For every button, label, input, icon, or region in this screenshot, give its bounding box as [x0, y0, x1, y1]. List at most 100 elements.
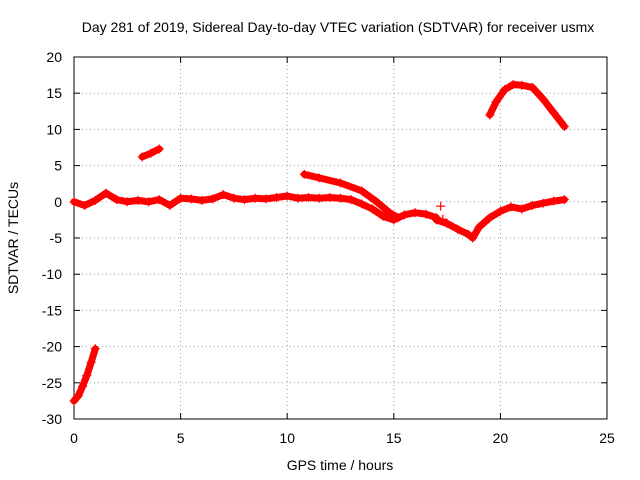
- data-point: [367, 204, 377, 214]
- y-tick-label: -30: [42, 411, 62, 427]
- y-axis-label: SDTVAR / TECUs: [5, 182, 21, 294]
- data-point: [500, 85, 510, 95]
- y-tick-label: -15: [42, 302, 62, 318]
- data-point: [90, 195, 100, 205]
- data-point: [197, 195, 207, 205]
- data-point: [385, 208, 395, 218]
- data-point: [378, 211, 388, 221]
- y-axis: -30 -25 -20 -15 -10 -5 0 5 10 15 20: [42, 49, 607, 427]
- y-tick-label: -10: [42, 266, 62, 282]
- data-point: [325, 192, 335, 202]
- x-axis-label: GPS time / hours: [287, 457, 394, 473]
- data-point: [133, 195, 143, 205]
- chart-title: Day 281 of 2019, Sidereal Day-to-day VTE…: [82, 19, 595, 35]
- data-point: [165, 200, 175, 210]
- data-point: [559, 122, 569, 132]
- data-point: [272, 192, 282, 202]
- data-point: [176, 193, 186, 203]
- plot-frame: [73, 56, 608, 420]
- data-point: [90, 344, 100, 354]
- data-point: [549, 108, 559, 118]
- data-point: [293, 193, 303, 203]
- data-point: [218, 190, 228, 200]
- data-point: [73, 391, 83, 401]
- data-point: [261, 194, 271, 204]
- y-tick-label: 15: [46, 85, 62, 101]
- data-point: [69, 396, 79, 406]
- y-tick-label: 5: [54, 158, 62, 174]
- data-point: [453, 224, 463, 234]
- x-tick-label: 5: [177, 430, 185, 446]
- data-point: [438, 214, 448, 224]
- data-point: [463, 229, 473, 239]
- grid: [74, 57, 607, 419]
- data-point: [538, 94, 548, 104]
- x-tick-label: 10: [279, 430, 295, 446]
- series-arc-6: [486, 81, 568, 130]
- x-tick-label: 15: [386, 430, 402, 446]
- data-point: [517, 80, 527, 90]
- data-point: [101, 188, 111, 198]
- y-tick-label: 0: [54, 194, 62, 210]
- data-point: [86, 358, 96, 368]
- data-point: [431, 215, 441, 225]
- data-point: [137, 152, 147, 162]
- data-point: [78, 381, 88, 391]
- data-point: [538, 198, 548, 208]
- data-point: [80, 200, 90, 210]
- data-point: [186, 194, 196, 204]
- data-point: [485, 110, 495, 120]
- data-point: [495, 206, 505, 216]
- data-point: [229, 193, 239, 203]
- data-point: [508, 80, 518, 90]
- data-point: [154, 144, 164, 154]
- x-tick-label: 25: [599, 430, 615, 446]
- data-point: [442, 219, 452, 229]
- data-point: [82, 371, 92, 381]
- data-point: [314, 173, 324, 183]
- data-point: [314, 193, 324, 203]
- data-point: [146, 148, 156, 158]
- x-axis: 0 5 10 15 20 25: [70, 57, 615, 446]
- series-arc-1: [70, 345, 99, 405]
- data-point: [474, 222, 484, 232]
- data-point: [336, 193, 345, 203]
- y-tick-label: -25: [42, 375, 62, 391]
- x-tick-label: 0: [70, 430, 78, 446]
- y-tick-label: -20: [42, 339, 62, 355]
- data-points: [69, 80, 569, 406]
- data-point: [112, 195, 122, 205]
- data-point: [240, 195, 250, 205]
- data-point: [144, 197, 154, 207]
- y-tick-label: 10: [46, 121, 62, 137]
- y-tick-label: -5: [50, 230, 63, 246]
- data-point: [491, 97, 501, 107]
- data-point: [517, 204, 527, 214]
- data-point: [506, 202, 516, 212]
- data-point: [421, 209, 431, 219]
- data-point: [357, 199, 367, 209]
- x-tick-label: 20: [493, 430, 509, 446]
- y-tick-label: 20: [46, 49, 62, 65]
- data-point: [372, 197, 382, 207]
- data-point: [527, 82, 537, 92]
- data-point: [549, 196, 559, 206]
- data-point: [282, 191, 292, 201]
- data-point: [436, 201, 446, 211]
- data-point: [346, 195, 356, 205]
- data-point: [410, 208, 420, 218]
- data-point: [399, 210, 409, 220]
- data-point: [299, 169, 309, 179]
- data-point: [559, 195, 569, 205]
- data-point: [69, 197, 79, 207]
- data-point: [468, 233, 478, 243]
- data-point: [122, 197, 132, 207]
- data-point: [393, 213, 403, 223]
- data-point: [336, 178, 345, 188]
- data-point: [485, 213, 495, 223]
- data-point: [357, 186, 367, 196]
- data-point: [250, 193, 260, 203]
- data-point: [527, 200, 537, 210]
- data-point: [154, 195, 164, 205]
